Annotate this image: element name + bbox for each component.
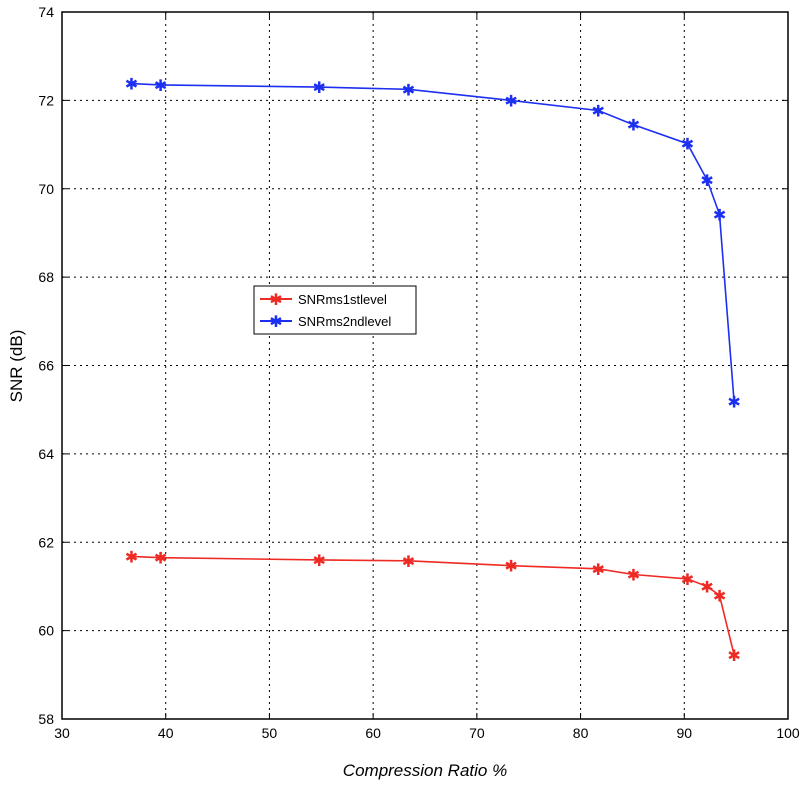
- data-point: ✱: [591, 560, 604, 579]
- data-point: ✱: [504, 91, 517, 110]
- y-tick-label: 66: [38, 358, 54, 374]
- legend-box: [253, 285, 417, 335]
- series-snrms1stlevel: ✱ ✱ ✱ ✱ ✱ ✱ ✱ ✱ ✱ ✱✱: [125, 547, 741, 665]
- series-line: [131, 555, 735, 656]
- data-point: ✱: [627, 116, 640, 135]
- data-point: ✱: [727, 646, 740, 665]
- y-tick-label: 72: [38, 92, 54, 108]
- x-tick-label: 30: [54, 725, 70, 741]
- data-point: ✱: [313, 78, 326, 97]
- legend-label-snrms1stlevel: SNRms1stlevel: [298, 292, 387, 307]
- data-point: ✱: [402, 80, 415, 99]
- series-snrms2ndlevel: ✱ ✱ ✱ ✱✱✱✱✱✱✱✱: [125, 75, 741, 412]
- x-tick-marks: 30 40 50 60 70 80 90 100: [54, 12, 800, 741]
- data-point: ✱: [681, 570, 694, 589]
- data-point: ✱: [125, 75, 138, 94]
- series-lines: ✱ ✱ ✱ ✱ ✱ ✱ ✱ ✱ ✱ ✱✱✱ ✱ ✱ ✱✱✱✱✱✱✱✱: [125, 75, 741, 665]
- data-point: ✱: [591, 102, 604, 121]
- data-point: ✱: [154, 549, 167, 568]
- x-tick-label: 80: [573, 725, 589, 741]
- data-point: ✱: [700, 171, 713, 190]
- y-tick-label: 58: [38, 711, 54, 727]
- y-tick-marks: 58 60 62 64 66 68 70 72 74: [38, 4, 788, 727]
- x-tick-label: 50: [262, 725, 278, 741]
- legend-label-snrms2ndlevel: SNRms2ndlevel: [298, 314, 391, 329]
- legend-star-snrms2ndlevel: ✱: [269, 312, 282, 331]
- y-tick-label: 64: [38, 446, 54, 462]
- data-point: ✱: [713, 586, 726, 605]
- data-point: ✱: [713, 205, 726, 224]
- x-axis-title: Compression Ratio %: [343, 761, 507, 780]
- data-point: ✱: [402, 552, 415, 571]
- series-line: [131, 82, 735, 402]
- data-point: ✱: [627, 566, 640, 585]
- legend-star-snrms1stlevel: ✱: [269, 290, 282, 309]
- y-tick-label: 74: [38, 4, 54, 20]
- x-tick-label: 90: [676, 725, 692, 741]
- data-point: ✱: [154, 76, 167, 95]
- grid-lines: [62, 12, 788, 719]
- legend: ✱ SNRms1stlevel ✱ SNRms2ndlevel: [253, 285, 417, 335]
- data-point: ✱: [700, 577, 713, 596]
- x-tick-label: 60: [365, 725, 381, 741]
- data-point: ✱: [727, 393, 740, 412]
- data-point: ✱: [504, 557, 517, 576]
- data-point: ✱: [125, 547, 138, 566]
- x-tick-label: 100: [776, 725, 800, 741]
- data-point: ✱: [681, 135, 694, 154]
- x-tick-label: 40: [158, 725, 174, 741]
- y-axis-title: SNR (dB): [7, 330, 26, 403]
- y-tick-label: 60: [38, 623, 54, 639]
- x-tick-label: 70: [469, 725, 485, 741]
- data-point: ✱: [313, 551, 326, 570]
- y-tick-label: 70: [38, 181, 54, 197]
- y-tick-label: 62: [38, 534, 54, 550]
- y-tick-label: 68: [38, 269, 54, 285]
